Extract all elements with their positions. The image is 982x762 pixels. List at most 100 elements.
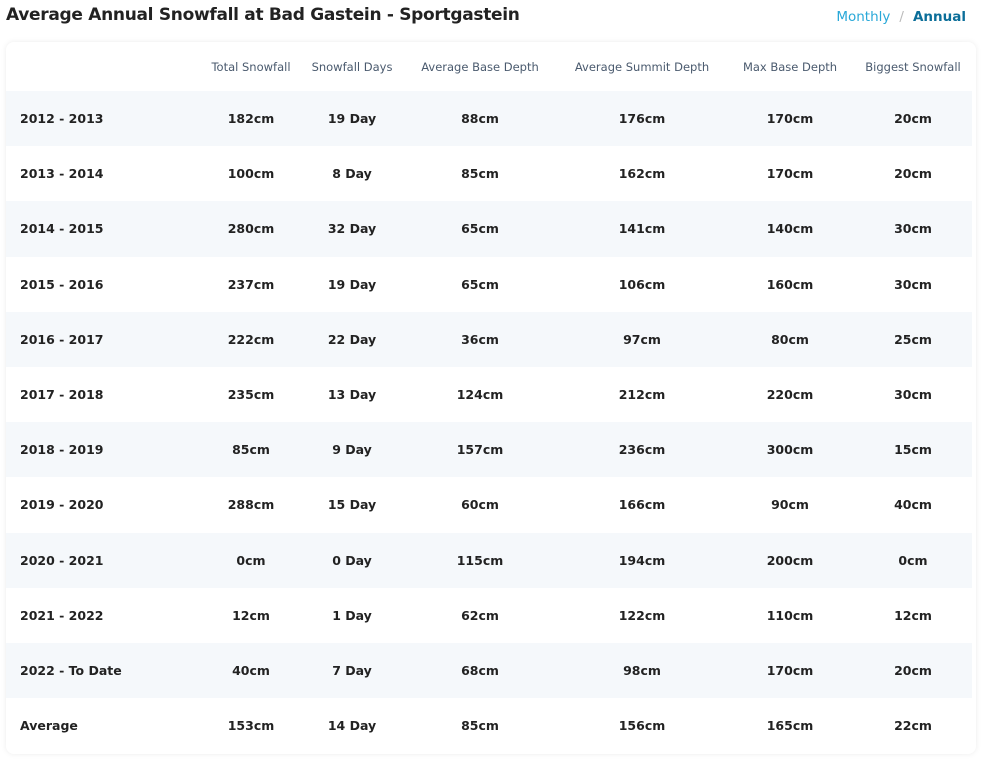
table-cell: 7 Day [302, 642, 402, 699]
table-row: 2014 - 2015 280cm 32 Day 65cm 141cm 140cm 30cm [6, 201, 972, 257]
snowfall-table-card: Total Snowfall Snowfall Days Average Base … [6, 42, 976, 754]
table-cell: 98cm [558, 642, 726, 699]
table-cell: 153cm [227, 718, 275, 734]
table-row: Average 153cm 14 Day 85cm 156cm 165cm 22cm [6, 698, 972, 753]
column-header: Average Base Depth [421, 59, 539, 74]
column-header: Snowfall Days [311, 59, 393, 74]
season-label: 2020 - 2021 [6, 532, 200, 588]
table-cell: 88cm [402, 91, 558, 147]
column-header [6, 42, 200, 91]
period-toggle: Monthly / Annual [836, 9, 966, 25]
table-cell: 300cm [726, 422, 854, 478]
table-cell: 32 Day [302, 201, 402, 257]
snowfall-table: Total Snowfall Snowfall Days Average Base … [6, 42, 972, 753]
table-cell: 30cm [894, 387, 932, 403]
table-header-row: Total Snowfall Snowfall Days Average Base … [6, 42, 972, 91]
table-row: 2019 - 2020 288cm 15 Day 60cm 166cm 90cm 40cm [6, 477, 972, 532]
table-cell: 65cm [461, 276, 499, 292]
table-cell: 194cm [558, 532, 726, 588]
table-cell: 170cm [726, 642, 854, 699]
table-cell: 166cm [618, 497, 666, 513]
table-cell: 162cm [618, 166, 666, 182]
table-cell: 122cm [618, 607, 666, 623]
table-cell: 1 Day [332, 607, 372, 623]
season-label: 2014 - 2015 [6, 201, 200, 257]
table-cell: 80cm [726, 311, 854, 367]
table-cell: 182cm [200, 91, 302, 147]
table-cell: 124cm [456, 387, 504, 403]
table-cell: 0cm [854, 532, 972, 588]
table-cell: 36cm [402, 311, 558, 367]
table-row: 2013 - 2014 100cm 8 Day 85cm 162cm 170cm 20cm [6, 146, 972, 201]
table-cell: 90cm [771, 497, 809, 513]
table-row: 2017 - 2018 235cm 13 Day 124cm 212cm 220cm 30c… [6, 367, 972, 422]
table-cell: 22cm [894, 718, 932, 734]
table-cell: 280cm [200, 201, 302, 257]
table-cell: 236cm [558, 422, 726, 478]
column-header: Total Snowfall [211, 59, 291, 74]
season-label: 2021 - 2022 [20, 607, 104, 623]
table-row: 2022 - To Date 40cm 7 Day 68cm 98cm 170cm 20cm [6, 642, 972, 699]
table-cell: 40cm [894, 497, 932, 513]
table-row: 2012 - 2013 182cm 19 Day 88cm 176cm 170cm 20cm [6, 91, 972, 147]
season-label: Average [20, 718, 78, 734]
table-cell: 15cm [854, 422, 972, 478]
table-cell: 237cm [227, 276, 275, 292]
table-cell: 8 Day [332, 166, 372, 182]
table-cell: 30cm [894, 276, 932, 292]
annual-link[interactable]: Annual [912, 9, 966, 25]
column-header: Average Summit Depth [574, 59, 710, 74]
monthly-link[interactable]: Monthly [836, 9, 891, 25]
table-cell: 9 Day [302, 422, 402, 478]
table-cell: 14 Day [327, 718, 377, 734]
table-row: 2015 - 2016 237cm 19 Day 65cm 106cm 160cm 30cm [6, 257, 972, 312]
table-cell: 65cm [402, 201, 558, 257]
table-cell: 157cm [402, 422, 558, 478]
table-cell: 40cm [200, 642, 302, 699]
table-cell: 85cm [461, 718, 499, 734]
table-cell: 22 Day [302, 311, 402, 367]
season-label: 2016 - 2017 [6, 311, 200, 367]
table-cell: 170cm [766, 166, 814, 182]
table-cell: 85cm [461, 166, 499, 182]
page-title: Average Annual Snowfall at Bad Gastein -… [6, 5, 520, 25]
table-cell: 200cm [726, 532, 854, 588]
toggle-separator: / [899, 9, 904, 25]
column-header: Max Base Depth [742, 59, 838, 74]
table-cell: 62cm [461, 607, 499, 623]
table-row: 2018 - 2019 85cm 9 Day 157cm 236cm 300cm 15cm [6, 422, 972, 478]
table-cell: 156cm [618, 718, 666, 734]
table-cell: 141cm [558, 201, 726, 257]
table-cell: 106cm [618, 276, 666, 292]
table-cell: 13 Day [327, 387, 377, 403]
season-label: 2022 - To Date [6, 642, 200, 699]
season-label: 2013 - 2014 [20, 166, 104, 182]
table-cell: 15 Day [327, 497, 377, 513]
table-cell: 235cm [227, 387, 275, 403]
table-cell: 222cm [200, 311, 302, 367]
table-row: 2016 - 2017 222cm 22 Day 36cm 97cm 80cm 25cm [6, 311, 972, 367]
table-row: 2020 - 2021 0cm 0 Day 115cm 194cm 200cm 0cm [6, 532, 972, 588]
table-cell: 288cm [227, 497, 275, 513]
table-cell: 0cm [200, 532, 302, 588]
table-cell: 0 Day [302, 532, 402, 588]
table-cell: 19 Day [302, 91, 402, 147]
season-label: 2018 - 2019 [6, 422, 200, 478]
table-cell: 12cm [232, 607, 270, 623]
season-label: 2012 - 2013 [6, 91, 200, 147]
table-cell: 110cm [766, 607, 814, 623]
table-cell: 165cm [766, 718, 814, 734]
table-cell: 100cm [227, 166, 275, 182]
column-header: Biggest Snowfall [865, 59, 961, 74]
season-label: 2015 - 2016 [20, 276, 104, 292]
table-cell: 97cm [558, 311, 726, 367]
table-row: 2021 - 2022 12cm 1 Day 62cm 122cm 110cm 12cm [6, 588, 972, 643]
table-cell: 160cm [766, 276, 814, 292]
table-cell: 30cm [854, 201, 972, 257]
table-cell: 20cm [854, 91, 972, 147]
table-cell: 140cm [726, 201, 854, 257]
table-cell: 115cm [402, 532, 558, 588]
table-cell: 19 Day [327, 276, 377, 292]
table-cell: 85cm [200, 422, 302, 478]
table-cell: 220cm [766, 387, 814, 403]
